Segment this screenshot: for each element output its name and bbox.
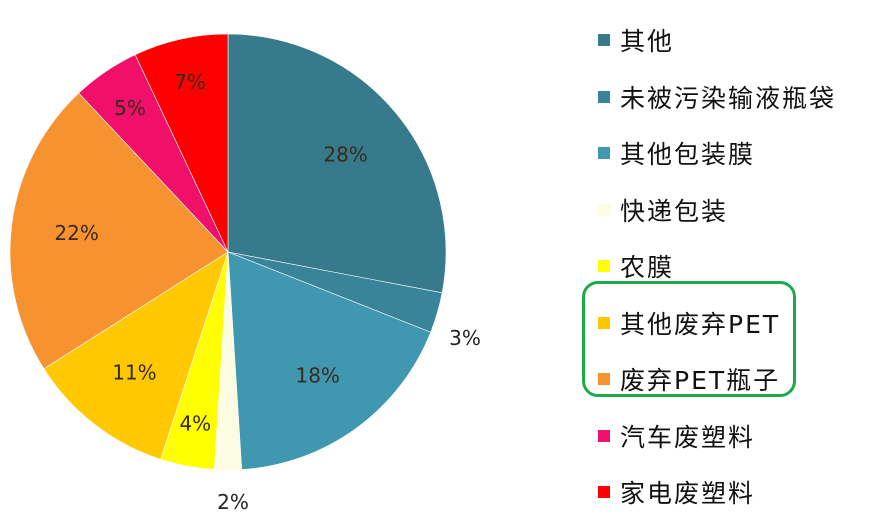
data-label: 11% — [112, 361, 156, 385]
legend-swatch — [598, 373, 610, 386]
legend-item: 其他包装膜 — [598, 125, 836, 182]
pie-slice — [43, 251, 229, 460]
pie-chart: 28% 3% 18% 2% 4% 11% 22% 5% 7% — [9, 33, 481, 514]
legend-label: 废弃PET瓶子 — [620, 366, 781, 396]
legend-label: 农膜 — [620, 253, 675, 283]
legend-label: 其他 — [620, 27, 675, 57]
legend-item: 快递包装 — [598, 182, 836, 239]
legend-item: 汽车废塑料 — [598, 408, 836, 465]
legend-label: 其他废弃PET — [620, 309, 781, 339]
data-label: 2% — [217, 490, 249, 514]
data-label: 28% — [323, 143, 367, 167]
pie-slice — [227, 33, 447, 294]
legend-label: 未被污染输液瓶袋 — [620, 83, 837, 113]
legend-highlight-box — [582, 281, 796, 397]
legend-item: 家电废塑料 — [598, 464, 836, 521]
data-label: 7% — [174, 70, 206, 94]
pie-slice — [227, 251, 432, 470]
legend-label: 家电废塑料 — [620, 479, 756, 509]
legend-item: 废弃PET瓶子 — [598, 351, 836, 408]
legend-label: 快递包装 — [620, 196, 729, 226]
legend-item: 未被污染输液瓶袋 — [598, 69, 836, 126]
data-label: 4% — [179, 411, 211, 435]
legend-item: 其他废弃PET — [598, 295, 836, 352]
legend-label: 其他包装膜 — [620, 140, 756, 170]
legend-label: 汽车废塑料 — [620, 422, 756, 452]
pie-slice — [9, 92, 229, 370]
data-label: 18% — [295, 363, 339, 387]
legend-swatch — [598, 147, 610, 160]
pie-slice — [134, 33, 229, 253]
legend-swatch — [598, 90, 610, 103]
data-label: 3% — [449, 326, 481, 350]
legend-item: 其他 — [598, 12, 836, 69]
legend-swatch — [598, 260, 610, 273]
data-label: 5% — [114, 96, 146, 120]
legend-swatch — [598, 203, 610, 216]
legend-item: 农膜 — [598, 238, 836, 295]
legend-swatch — [598, 34, 610, 47]
legend-swatch — [598, 316, 610, 329]
data-label: 22% — [54, 221, 98, 245]
legend-swatch — [598, 429, 610, 442]
legend: 其他未被污染输液瓶袋 其他包装膜快递包装农膜其他废弃PET 废弃PET瓶子 汽车废塑料… — [598, 12, 836, 521]
legend-swatch — [598, 486, 610, 499]
